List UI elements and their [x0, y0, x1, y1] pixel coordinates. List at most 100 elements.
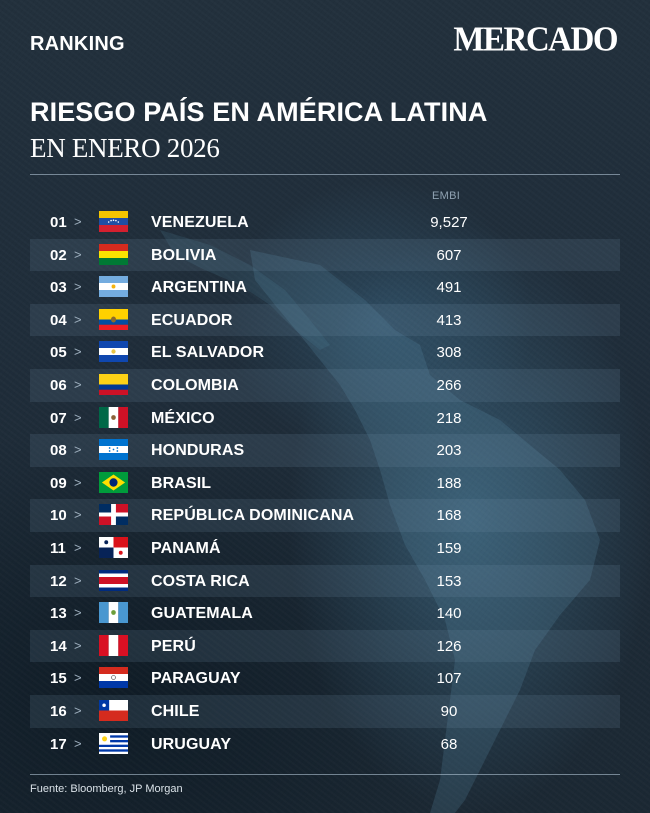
- rank-number: 03: [50, 279, 67, 297]
- country-name: PANAMÁ: [151, 539, 221, 557]
- embi-value: 218: [436, 409, 462, 427]
- embi-value: 607: [436, 246, 462, 264]
- colombia-flag-icon: [99, 373, 128, 395]
- table-row: 03 > ARGENTINA 491: [30, 271, 620, 304]
- embi-column-header: EMBI: [432, 190, 461, 202]
- page-title: RIESGO PAÍS EN AMÉRICA LATINA: [30, 97, 488, 127]
- chevron-right-icon: >: [74, 539, 82, 555]
- chevron-right-icon: >: [74, 507, 82, 523]
- country-name: REPÚBLICA DOMINICANA: [151, 507, 355, 525]
- table-row: 17 > URUGUAY 68: [30, 728, 620, 761]
- embi-value: 266: [436, 376, 462, 394]
- country-name: CHILE: [151, 702, 200, 720]
- chevron-right-icon: >: [74, 344, 82, 360]
- rank-number: 05: [50, 344, 67, 362]
- embi-value: 159: [436, 539, 462, 557]
- chevron-right-icon: >: [74, 572, 82, 588]
- country-name: ARGENTINA: [151, 279, 248, 297]
- embi-value: 90: [440, 702, 458, 720]
- country-name: MÉXICO: [151, 409, 215, 427]
- table-row: 02 > BOLIVIA 607: [30, 238, 620, 272]
- table-row: 15 > PARAGUAY 107: [30, 662, 620, 695]
- chevron-right-icon: >: [74, 246, 82, 262]
- rank-number: 12: [50, 572, 67, 590]
- rank-number: 16: [50, 702, 67, 720]
- chevron-right-icon: >: [74, 735, 82, 751]
- country-name: COSTA RICA: [151, 572, 250, 590]
- country-name: ECUADOR: [151, 311, 233, 329]
- rank-number: 17: [50, 735, 67, 753]
- rank-number: 10: [50, 507, 67, 525]
- rank-number: 11: [50, 539, 66, 557]
- chevron-right-icon: >: [74, 442, 82, 458]
- table-row: 11 > PANAMÁ 159: [30, 532, 620, 565]
- table-row: 01 > VENEZUELA 9,527: [30, 206, 620, 239]
- country-name: BRASIL: [151, 474, 212, 492]
- rank-number: 02: [50, 246, 67, 264]
- argentina-flag-icon: [99, 276, 128, 298]
- embi-value: 491: [436, 279, 462, 297]
- embi-value: 168: [436, 507, 462, 525]
- rank-number: 09: [50, 474, 67, 492]
- chevron-right-icon: >: [74, 376, 82, 392]
- rank-number: 04: [50, 311, 67, 329]
- chevron-right-icon: >: [74, 311, 82, 327]
- country-name: PERÚ: [151, 637, 196, 655]
- dominican-republic-flag-icon: [99, 504, 128, 526]
- rank-number: 15: [50, 670, 67, 688]
- embi-value: 188: [436, 474, 462, 492]
- brazil-flag-icon: [99, 471, 128, 493]
- rank-number: 06: [50, 376, 67, 394]
- bolivia-flag-icon: [99, 243, 128, 265]
- embi-value: 308: [436, 344, 462, 362]
- embi-value: 107: [436, 670, 462, 688]
- chevron-right-icon: >: [74, 409, 82, 425]
- table-row: 13 > GUATEMALA 140: [30, 597, 620, 630]
- chile-flag-icon: [99, 699, 128, 721]
- embi-value: 413: [436, 311, 462, 329]
- country-name: PARAGUAY: [151, 670, 241, 688]
- chevron-right-icon: >: [74, 214, 82, 229]
- top-divider: [30, 174, 620, 175]
- table-row: 12 > COSTA RICA 153: [30, 564, 620, 598]
- ranking-table: 01 > VENEZUELA 9,527 02 > BOLIVIA 607 03 > ARGENTI…: [30, 206, 620, 760]
- table-row: 07 > MÉXICO 218: [30, 402, 620, 435]
- chevron-right-icon: >: [74, 474, 82, 490]
- guatemala-flag-icon: [99, 602, 128, 624]
- uruguay-flag-icon: [99, 732, 128, 754]
- country-name: VENEZUELA: [151, 214, 249, 231]
- country-name: EL SALVADOR: [151, 344, 265, 362]
- embi-value: 68: [440, 735, 458, 753]
- section-kicker: RANKING: [30, 33, 125, 55]
- chevron-right-icon: >: [74, 637, 82, 653]
- country-name: URUGUAY: [151, 735, 232, 753]
- table-row: 09 > BRASIL 188: [30, 467, 620, 500]
- table-row: 04 > ECUADOR 413: [30, 303, 620, 337]
- table-row: 06 > COLOMBIA 266: [30, 368, 620, 402]
- peru-flag-icon: [99, 634, 128, 656]
- rank-number: 14: [50, 637, 67, 655]
- table-row: 14 > PERÚ 126: [30, 629, 620, 663]
- country-name: HONDURAS: [151, 442, 245, 460]
- embi-value: 9,527: [430, 214, 468, 231]
- table-row: 08 > HONDURAS 203: [30, 434, 620, 467]
- source-note: Fuente: Bloomberg, JP Morgan: [30, 783, 183, 795]
- embi-value: 153: [436, 572, 462, 590]
- el-salvador-flag-icon: [99, 341, 128, 363]
- country-name: BOLIVIA: [151, 246, 217, 264]
- country-name: COLOMBIA: [151, 376, 239, 394]
- embi-value: 140: [436, 605, 462, 623]
- embi-value: 203: [436, 442, 462, 460]
- rank-number: 08: [50, 442, 67, 460]
- table-row: 05 > EL SALVADOR 308: [30, 336, 620, 369]
- venezuela-flag-icon: [99, 211, 128, 232]
- chevron-right-icon: >: [74, 670, 82, 686]
- rank-number: 01: [50, 214, 67, 231]
- country-name: GUATEMALA: [151, 605, 253, 623]
- mercado-logo: MERCADO: [453, 21, 618, 59]
- chevron-right-icon: >: [74, 702, 82, 718]
- costa-rica-flag-icon: [99, 569, 128, 591]
- rank-number: 07: [50, 409, 67, 427]
- panama-flag-icon: [99, 536, 128, 558]
- page-subtitle: EN ENERO 2026: [30, 133, 220, 163]
